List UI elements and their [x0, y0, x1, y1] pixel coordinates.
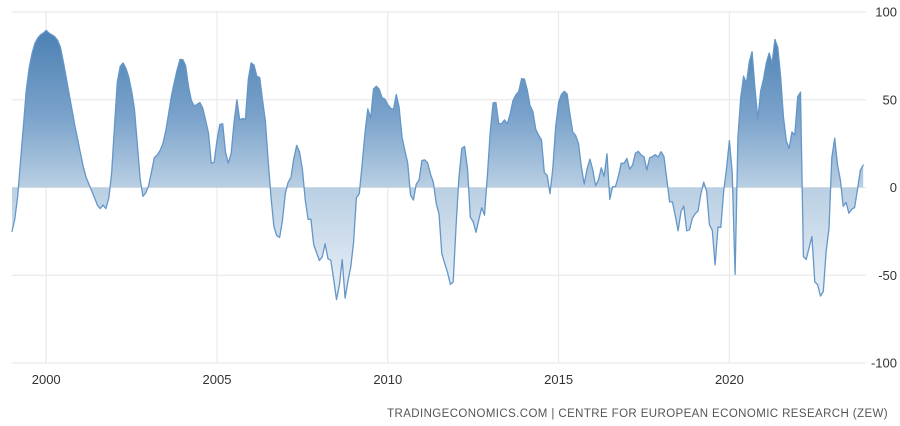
x-tick-label: 2020 [715, 372, 744, 387]
area-series-fill [12, 30, 864, 300]
attribution-text: TRADINGECONOMICS.COM | CENTRE FOR EUROPE… [387, 408, 888, 420]
y-tick-label: 100 [875, 5, 897, 20]
x-tick-label: 2000 [32, 372, 61, 387]
x-tick-label: 2010 [373, 372, 402, 387]
x-tick-label: 2015 [544, 372, 573, 387]
economic-sentiment-area-chart[interactable]: 100 50 0 -50 -100 2000 2005 2010 2015 2020 [0, 0, 900, 398]
y-axis-labels: 100 50 0 -50 -100 [871, 5, 897, 371]
y-tick-label: -50 [878, 268, 897, 283]
x-tick-label: 2005 [203, 372, 232, 387]
x-axis-labels: 2000 2005 2010 2015 2020 [32, 372, 744, 387]
y-tick-label: 50 [883, 92, 897, 107]
line-series [11, 29, 864, 301]
y-tick-label: -100 [871, 356, 897, 371]
attribution: TRADINGECONOMICS.COM | CENTRE FOR EUROPE… [387, 408, 888, 420]
y-tick-label: 0 [890, 180, 897, 195]
